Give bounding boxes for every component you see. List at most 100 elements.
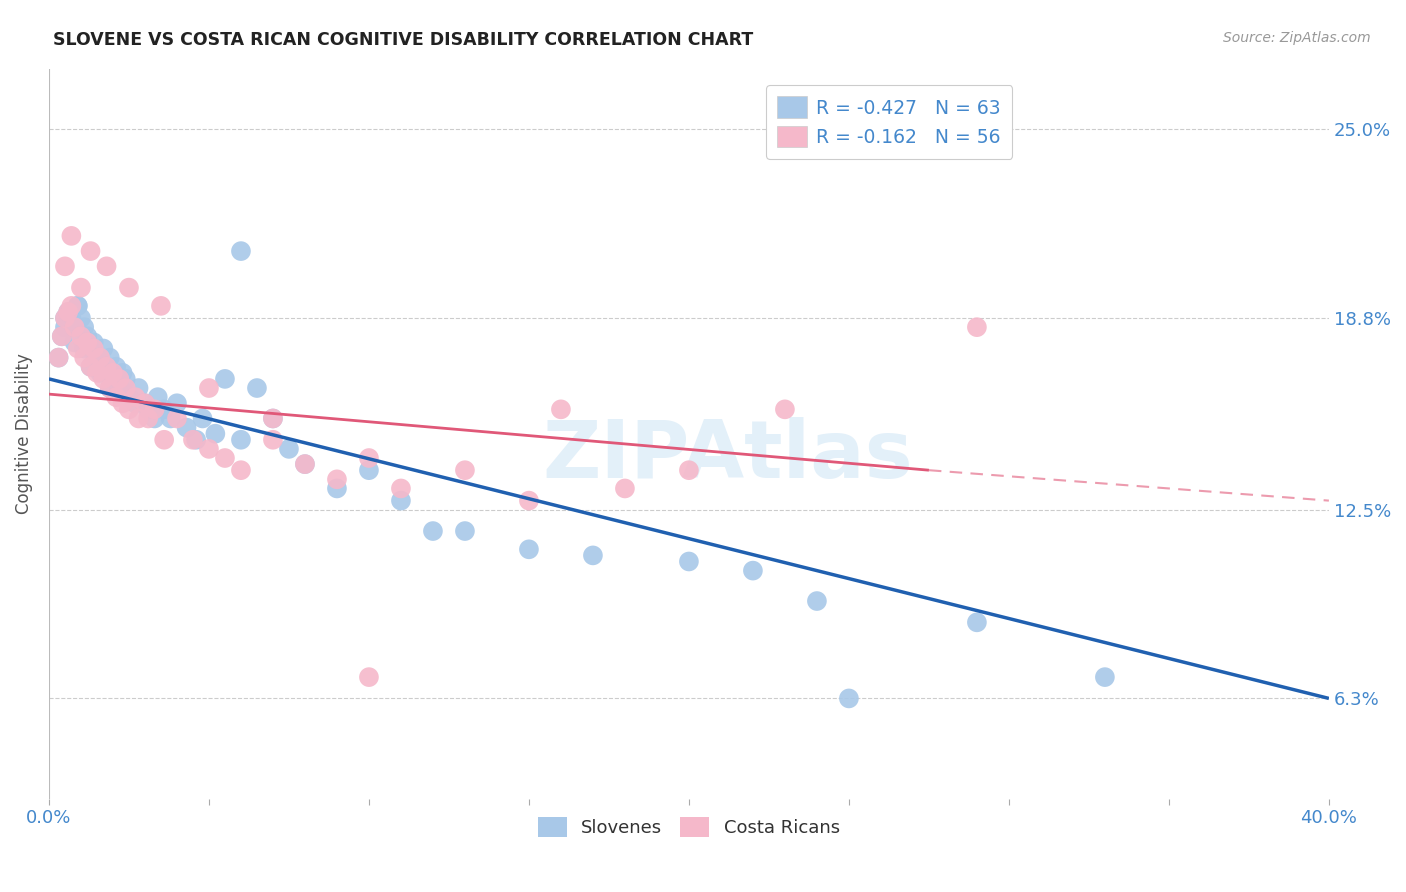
Point [262, 411, 284, 425]
Point [51, 329, 73, 343]
Point [246, 381, 269, 395]
Point [134, 396, 156, 410]
Point [326, 472, 349, 486]
Point [181, 433, 204, 447]
Point [357, 670, 380, 684]
Point [73, 351, 96, 365]
Point [114, 372, 136, 386]
Point [53, 320, 76, 334]
Point [198, 381, 221, 395]
Point [108, 372, 131, 386]
Point [93, 372, 115, 386]
Point [357, 463, 380, 477]
Point [389, 493, 412, 508]
Point [114, 381, 136, 395]
Point [53, 311, 76, 326]
Point [70, 280, 93, 294]
Point [454, 463, 477, 477]
Point [76, 335, 98, 350]
Point [198, 442, 221, 456]
Point [98, 381, 121, 395]
Point [96, 260, 118, 274]
Point [79, 359, 101, 374]
Point [136, 402, 159, 417]
Point [83, 342, 105, 356]
Point [153, 402, 176, 417]
Point [146, 390, 169, 404]
Point [806, 594, 828, 608]
Point [111, 366, 134, 380]
Point [454, 524, 477, 538]
Point [48, 351, 70, 365]
Point [186, 433, 208, 447]
Point [582, 549, 605, 563]
Point [48, 351, 70, 365]
Point [96, 366, 118, 380]
Point [128, 411, 150, 425]
Point [60, 311, 83, 326]
Point [422, 524, 444, 538]
Point [1094, 670, 1116, 684]
Point [517, 542, 540, 557]
Point [128, 381, 150, 395]
Point [63, 320, 86, 334]
Point [66, 342, 89, 356]
Point [214, 450, 236, 465]
Point [966, 320, 988, 334]
Point [550, 402, 572, 417]
Point [56, 305, 79, 319]
Point [118, 402, 141, 417]
Point [108, 381, 131, 395]
Point [262, 411, 284, 425]
Point [105, 359, 128, 374]
Point [118, 390, 141, 404]
Point [86, 351, 108, 365]
Point [966, 615, 988, 630]
Point [191, 411, 214, 425]
Point [98, 351, 121, 365]
Point [76, 329, 98, 343]
Point [101, 366, 124, 380]
Text: ZIPAtlas: ZIPAtlas [541, 417, 912, 494]
Point [357, 450, 380, 465]
Point [70, 311, 93, 326]
Point [86, 366, 108, 380]
Text: SLOVENE VS COSTA RICAN COGNITIVE DISABILITY CORRELATION CHART: SLOVENE VS COSTA RICAN COGNITIVE DISABIL… [53, 31, 754, 49]
Legend: Slovenes, Costa Ricans: Slovenes, Costa Ricans [530, 809, 848, 845]
Point [89, 366, 111, 380]
Point [111, 396, 134, 410]
Point [166, 411, 188, 425]
Point [153, 433, 176, 447]
Point [166, 396, 188, 410]
Point [389, 482, 412, 496]
Point [66, 299, 89, 313]
Point [294, 457, 316, 471]
Point [214, 372, 236, 386]
Point [60, 299, 83, 313]
Point [124, 396, 146, 410]
Point [96, 359, 118, 374]
Point [149, 299, 172, 313]
Point [101, 372, 124, 386]
Point [678, 554, 700, 568]
Point [60, 320, 83, 334]
Point [53, 311, 76, 326]
Point [66, 299, 89, 313]
Text: Source: ZipAtlas.com: Source: ZipAtlas.com [1223, 31, 1371, 45]
Point [517, 493, 540, 508]
Point [89, 359, 111, 374]
Point [838, 691, 860, 706]
Point [294, 457, 316, 471]
Point [56, 305, 79, 319]
Point [326, 482, 349, 496]
Point [79, 359, 101, 374]
Point [229, 463, 252, 477]
Point [159, 411, 181, 425]
Point [118, 280, 141, 294]
Point [53, 260, 76, 274]
Point [229, 244, 252, 259]
Point [229, 433, 252, 447]
Point [89, 351, 111, 365]
Point [60, 228, 83, 243]
Point [134, 396, 156, 410]
